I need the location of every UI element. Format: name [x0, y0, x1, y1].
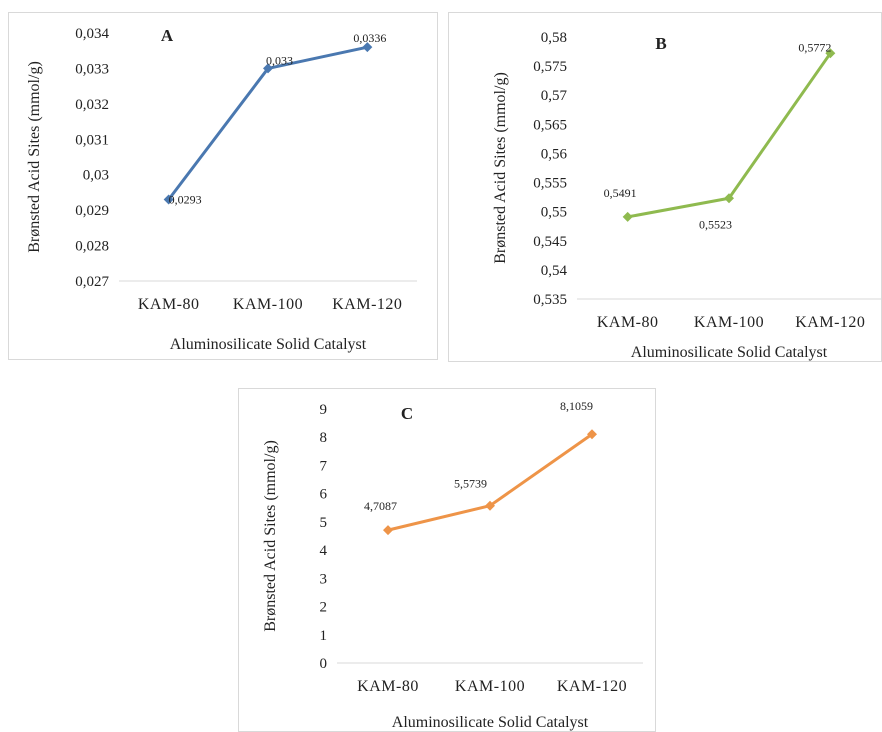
data-label: 0,5772 [798, 40, 831, 54]
y-tick-label: 0,028 [75, 239, 109, 255]
chart-panel-b: 0,535 0,54 0,545 0,55 0,555 0,56 0,565 0,57 0,57… [448, 12, 882, 362]
data-label: 0,033 [266, 53, 293, 67]
y-tick-label: 0,032 [75, 97, 109, 113]
y-tick-label: 0,565 [533, 117, 567, 133]
panel-letter: B [655, 34, 666, 53]
data-label: 0,5523 [699, 217, 732, 231]
y-tick-label: 0,55 [541, 205, 567, 221]
data-label: 4,7087 [364, 499, 397, 513]
data-point-marker [724, 193, 734, 204]
x-axis-title: Aluminosilicate Solid Catalyst [392, 714, 589, 731]
y-tick-label: 0,031 [75, 132, 109, 148]
data-label: 0,0336 [353, 31, 386, 45]
y-axis-title: Brønsted Acid Sites (mmol/g) [492, 72, 509, 264]
y-tick-label: 0,033 [75, 61, 109, 77]
chart-panel-c: 0 1 2 3 4 5 6 7 8 9 KAM-80 KAM-100 KAM-120 Aluminosil… [238, 388, 656, 732]
chart-a-svg: 0,027 0,028 0,029 0,03 0,031 0,032 0,033 0,034 K… [26, 26, 417, 353]
y-axis-title: Brønsted Acid Sites (mmol/g) [26, 61, 43, 253]
y-tick-label: 3 [320, 571, 328, 587]
y-tick-label: 0,027 [75, 274, 109, 290]
x-category-label: KAM-100 [233, 296, 303, 313]
y-tick-label: 0 [320, 656, 328, 672]
data-point-marker [263, 63, 273, 74]
chart-panel-a: 0,027 0,028 0,029 0,03 0,031 0,032 0,033 0,034 K… [8, 12, 438, 360]
y-tick-label: 0,545 [533, 234, 567, 250]
x-category-label: KAM-80 [597, 314, 659, 331]
series-line [626, 51, 832, 219]
x-axis-title: Aluminosilicate Solid Catalyst [170, 336, 367, 353]
x-category-label: KAM-80 [138, 296, 200, 313]
y-tick-label: 2 [320, 600, 328, 616]
chart-b-svg: 0,535 0,54 0,545 0,55 0,555 0,56 0,565 0,57 0,57… [492, 30, 881, 361]
y-tick-label: 0,575 [533, 59, 567, 75]
data-point-marker [383, 525, 393, 536]
data-point-marker [622, 211, 633, 222]
chart-c-svg: 0 1 2 3 4 5 6 7 8 9 KAM-80 KAM-100 KAM-120 Aluminosil… [262, 399, 643, 731]
series-line [386, 432, 594, 532]
y-tick-label: 0,57 [541, 88, 568, 104]
y-tick-label: 0,029 [75, 203, 109, 219]
x-category-label: KAM-100 [694, 314, 764, 331]
panel-letter: C [401, 404, 413, 423]
x-category-label: KAM-100 [455, 678, 525, 695]
y-tick-label: 0,535 [533, 292, 567, 308]
y-tick-label: 0,58 [541, 30, 567, 46]
y-tick-label: 8 [320, 430, 328, 446]
data-point-marker [485, 500, 495, 511]
y-tick-label: 0,56 [541, 146, 568, 162]
x-category-label: KAM-120 [332, 296, 402, 313]
y-tick-label: 6 [320, 487, 328, 503]
data-point-marker [587, 429, 597, 440]
data-label: 8,1059 [560, 399, 593, 413]
data-point-marker [163, 194, 174, 205]
panel-letter: A [161, 26, 174, 45]
x-axis-title: Aluminosilicate Solid Catalyst [631, 344, 828, 361]
y-tick-label: 0,03 [83, 168, 109, 184]
y-tick-label: 0,034 [75, 26, 109, 42]
x-category-label: KAM-120 [795, 314, 865, 331]
y-tick-label: 5 [320, 515, 328, 531]
y-tick-label: 0,555 [533, 176, 567, 192]
data-point-marker [825, 48, 836, 59]
y-tick-label: 1 [320, 628, 328, 644]
y-tick-label: 4 [320, 543, 328, 559]
data-point-marker [362, 42, 373, 53]
y-tick-label: 9 [320, 402, 328, 418]
data-label: 0,0293 [169, 193, 202, 207]
data-label: 0,5491 [604, 186, 637, 200]
x-category-label: KAM-80 [357, 678, 419, 695]
x-category-label: KAM-120 [557, 678, 627, 695]
y-tick-label: 0,54 [541, 263, 568, 279]
y-axis-title: Brønsted Acid Sites (mmol/g) [262, 440, 279, 632]
data-label: 5,5739 [454, 477, 487, 491]
y-tick-label: 7 [320, 458, 328, 474]
